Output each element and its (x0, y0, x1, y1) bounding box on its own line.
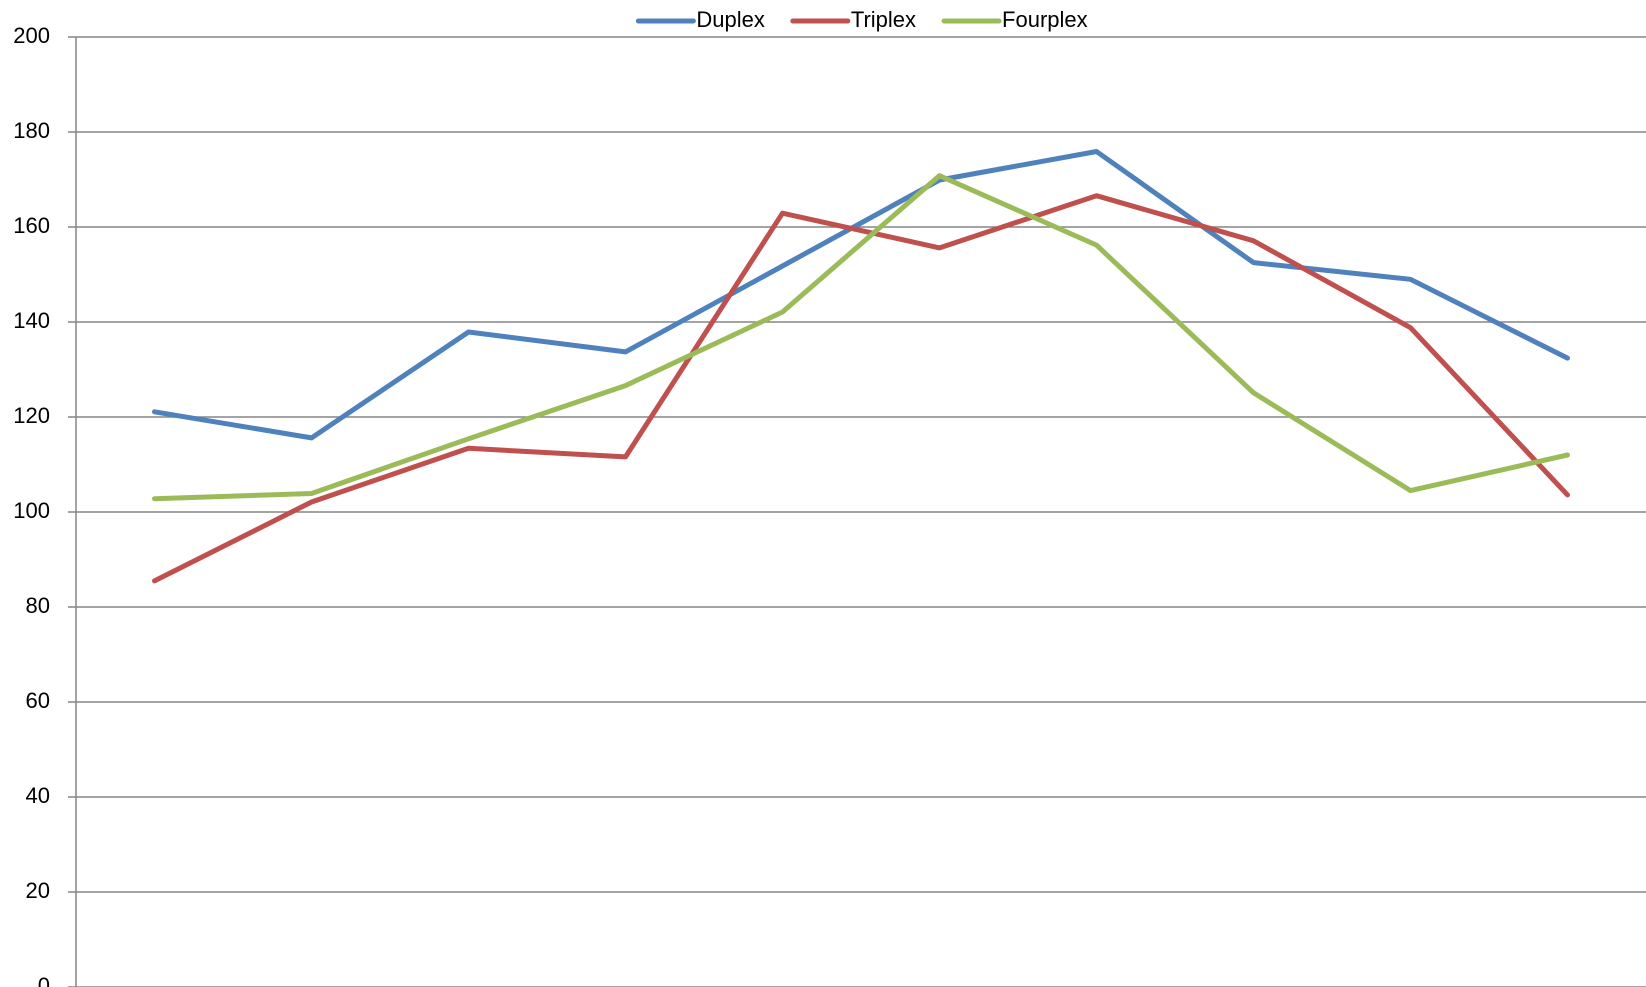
y-tick-label: 60 (26, 688, 50, 713)
y-tick-label: 100 (13, 498, 50, 523)
y-tick-label: 200 (13, 23, 50, 48)
series-line (152, 173, 1570, 502)
legend-label: Duplex (696, 7, 764, 32)
y-tick-label: 160 (13, 213, 50, 238)
y-tick-label: 120 (13, 403, 50, 428)
y-tick-label: 180 (13, 118, 50, 143)
y-tick-label: 0 (38, 973, 50, 987)
legend-label: Fourplex (1002, 7, 1088, 32)
y-tick-label: 20 (26, 878, 50, 903)
y-tick-label: 80 (26, 593, 50, 618)
series-line (152, 149, 1570, 441)
y-tick-label: 140 (13, 308, 50, 333)
series-line (152, 193, 1570, 584)
legend-label: Triplex (851, 7, 916, 32)
y-tick-label: 40 (26, 783, 50, 808)
